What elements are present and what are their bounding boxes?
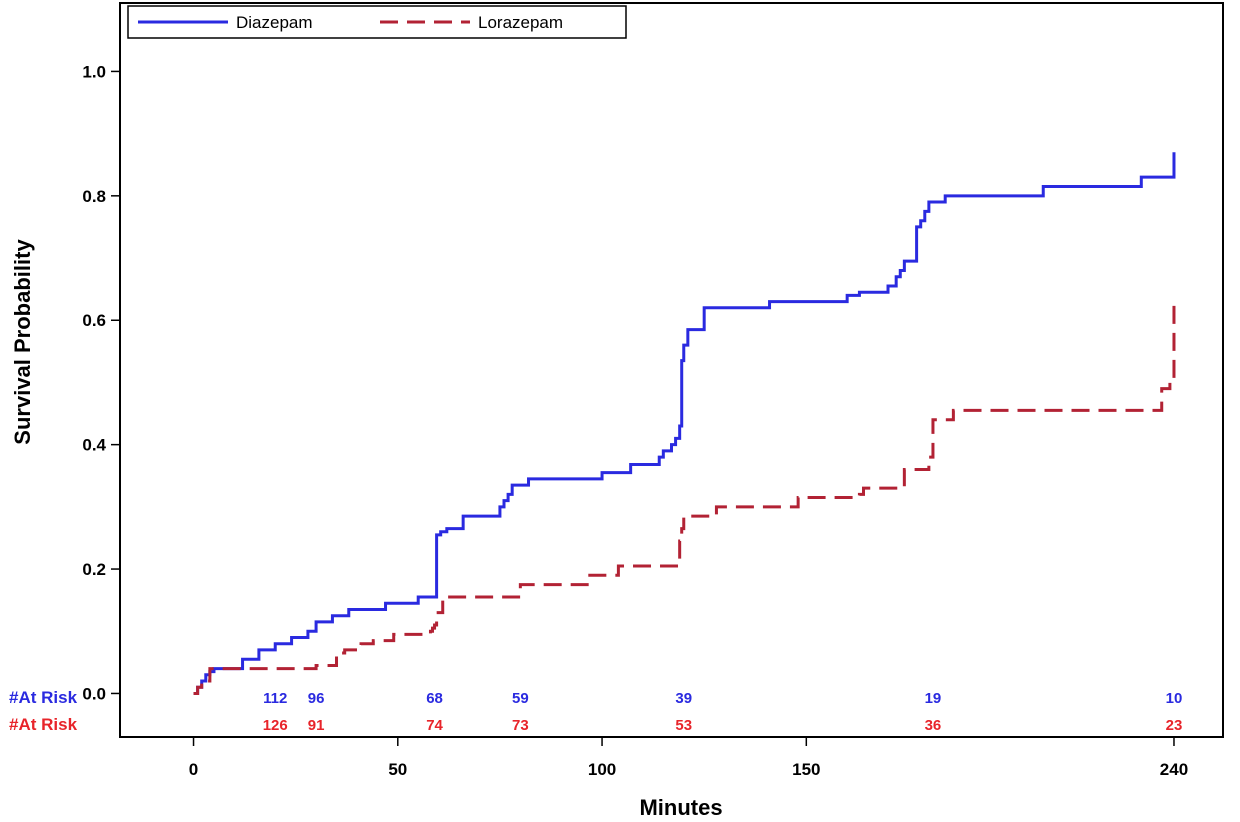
x-tick-label: 150: [792, 760, 820, 779]
plot-frame: [119, 2, 1224, 738]
at-risk-label: #At Risk: [9, 715, 78, 734]
at-risk-count: 39: [675, 690, 692, 707]
y-tick-label: 0.4: [82, 436, 106, 455]
at-risk-count: 10: [1166, 690, 1183, 707]
x-axis: 0 50 100 150 240: [189, 737, 1188, 779]
series-layer: [193, 152, 1176, 695]
at-risk-count: 91: [308, 717, 325, 734]
at-risk-count: 73: [512, 717, 529, 734]
series-line-diazepam: [193, 152, 1176, 695]
at-risk-count: 36: [925, 717, 942, 734]
at-risk-table: #At Risk 112 96 68 59 39 19 10 #At Risk 126 91 74 73…: [9, 688, 1182, 734]
at-risk-count: 53: [675, 717, 692, 734]
y-axis: 0.0 0.2 0.4 0.6 0.8 1.0: [82, 62, 120, 703]
y-tick-label: 0.6: [82, 311, 106, 330]
at-risk-count: 96: [308, 690, 325, 707]
x-tick-label: 240: [1160, 760, 1188, 779]
at-risk-label: #At Risk: [9, 688, 78, 707]
x-tick-label: 50: [388, 760, 407, 779]
x-tick-label: 100: [588, 760, 616, 779]
x-tick-label: 0: [189, 760, 198, 779]
legend: Diazepam Lorazepam: [127, 5, 627, 39]
at-risk-count: 68: [426, 690, 443, 707]
at-risk-count: 126: [263, 717, 288, 734]
y-tick-label: 0.8: [82, 187, 106, 206]
at-risk-count: 74: [426, 717, 443, 734]
y-tick-label: 1.0: [82, 62, 106, 81]
series-line-lorazepam: [193, 298, 1176, 695]
at-risk-count: 59: [512, 690, 529, 707]
legend-label-lorazepam: Lorazepam: [478, 13, 563, 32]
legend-label-diazepam: Diazepam: [236, 13, 313, 32]
y-tick-label: 0.2: [82, 560, 106, 579]
at-risk-count: 23: [1166, 717, 1183, 734]
y-tick-label: 0.0: [82, 684, 106, 703]
at-risk-count: 19: [925, 690, 942, 707]
x-axis-title: Minutes: [639, 795, 722, 820]
y-axis-title: Survival Probability: [10, 239, 35, 445]
at-risk-count: 112: [263, 690, 287, 707]
